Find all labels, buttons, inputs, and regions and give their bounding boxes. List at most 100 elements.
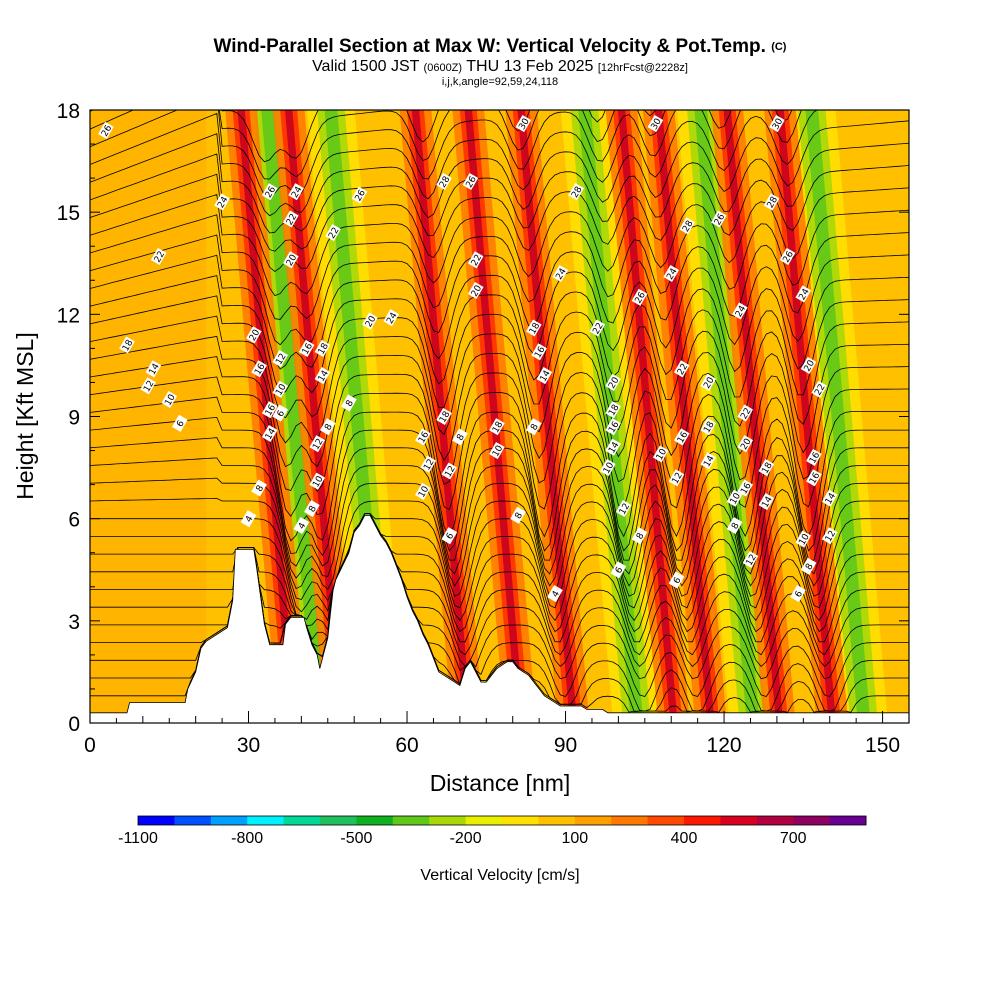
contour-label-box xyxy=(251,479,267,497)
contour-label-box xyxy=(314,339,331,357)
y-tick-label: 3 xyxy=(68,611,80,634)
contour-label-box xyxy=(679,217,695,235)
contour-label-text: 22 xyxy=(153,250,167,265)
theta-contour xyxy=(90,110,818,217)
contour-label: 8 xyxy=(452,428,468,446)
contour-label-text: 8 xyxy=(307,504,319,514)
contour-label-text: 22 xyxy=(591,321,605,336)
contour-label-box xyxy=(795,530,812,548)
colorbar-title: Vertical Velocity [cm/s] xyxy=(420,867,579,884)
contour-label-box xyxy=(726,489,743,507)
contour-label-box xyxy=(288,183,304,201)
colorbar-swatch xyxy=(210,816,248,825)
contour-label: 12 xyxy=(272,350,289,368)
contour-label: 4 xyxy=(240,510,257,528)
forecast-info: [12hrFcst@2228z] xyxy=(597,62,688,74)
contour-label-text: 6 xyxy=(614,565,626,575)
contour-label-box xyxy=(245,326,262,344)
contour-label: 8 xyxy=(319,418,336,436)
contour-label-box xyxy=(821,489,838,507)
contour-label-text: 4 xyxy=(244,514,256,524)
theta-contour xyxy=(90,513,909,697)
colorbar-label: 400 xyxy=(671,830,698,847)
contour-label-box xyxy=(758,493,775,511)
contour-label-box xyxy=(140,377,156,395)
colorbar-label: -800 xyxy=(231,830,263,847)
contour-label-box xyxy=(341,394,357,412)
contour-label-box xyxy=(309,435,326,453)
contour-label-box xyxy=(171,414,188,432)
theta-contour xyxy=(90,120,909,234)
contour-label-box xyxy=(510,506,526,524)
contour-label-box xyxy=(536,367,553,385)
contour-label-box xyxy=(800,356,817,374)
contour-label-box xyxy=(240,510,257,528)
contour-label-box xyxy=(272,350,289,368)
contour-label-box xyxy=(489,442,505,460)
y-tick-label: 15 xyxy=(57,202,80,225)
y-tick-label: 0 xyxy=(68,713,80,736)
title-block: Wind-Parallel Section at Max W: Vertical… xyxy=(0,36,1000,88)
contour-label-text: 12 xyxy=(274,352,288,367)
contour-label-text: 12 xyxy=(443,464,457,479)
theta-contour xyxy=(90,254,909,370)
theta-contour xyxy=(90,335,909,468)
theta-contour xyxy=(90,315,909,444)
contour-label: 12 xyxy=(668,469,685,487)
colorbar-label: -500 xyxy=(340,830,372,847)
contour-label-text: 4 xyxy=(297,521,309,531)
contour-label-box xyxy=(547,585,563,603)
theta-contour xyxy=(90,513,909,622)
contour-label-box xyxy=(599,459,616,477)
contour-label: 22 xyxy=(325,224,342,242)
contour-label-text: 22 xyxy=(327,226,341,241)
colorbar-swatch xyxy=(502,816,539,825)
theta-contour xyxy=(90,513,909,613)
valid-zulu: (0600Z) xyxy=(423,62,463,74)
updraft-band-core xyxy=(617,110,678,723)
contour-label-box xyxy=(710,210,727,228)
contour-label-box xyxy=(742,550,759,569)
contour-label-text: 8 xyxy=(635,531,647,541)
contour-label-text: 12 xyxy=(422,457,436,472)
theta-contour xyxy=(90,497,909,602)
contour-label-text: 12 xyxy=(745,553,759,568)
contour-label-text: 6 xyxy=(445,531,457,541)
updraft-band-core xyxy=(237,110,298,723)
contour-label-box xyxy=(362,312,378,330)
x-axis: 0 30 60 90 120 150 xyxy=(84,711,900,757)
colorbar-swatch xyxy=(647,816,685,825)
contour-label-box xyxy=(383,309,400,327)
contour-label-text: 22 xyxy=(285,212,299,227)
contour-label-box xyxy=(568,183,584,201)
contour-label: 12 xyxy=(821,527,838,545)
contour-label-box xyxy=(668,571,685,589)
contour-label-box xyxy=(531,343,547,361)
contour-label-box xyxy=(145,360,162,378)
theta-contour xyxy=(90,275,909,394)
contour-label-text: 12 xyxy=(824,529,838,544)
contour-label: 8 xyxy=(341,394,357,412)
contour-label: 6 xyxy=(668,571,685,589)
contour-label-box xyxy=(525,319,542,337)
theta-contour xyxy=(90,110,793,180)
updraft-band-core xyxy=(464,110,525,723)
theta-contours xyxy=(90,110,909,713)
contour-label: 22 xyxy=(589,319,606,337)
contour-label-box xyxy=(673,428,690,446)
theta-contour xyxy=(90,110,657,163)
contour-label: 22 xyxy=(811,380,828,398)
contour-label-box xyxy=(452,428,468,446)
contour-label-text: 8 xyxy=(323,422,335,432)
contour-label-box xyxy=(795,285,812,303)
contour-label-box xyxy=(631,288,648,306)
downdraft-band-core xyxy=(261,110,327,723)
contour-label-box xyxy=(605,438,621,456)
chart-title: Wind-Parallel Section at Max W: Vertical… xyxy=(0,36,1000,58)
contour-label: 22 xyxy=(282,210,299,228)
terrain xyxy=(90,514,909,723)
contour-label-box xyxy=(589,319,606,337)
colorbar-swatch xyxy=(174,816,212,825)
